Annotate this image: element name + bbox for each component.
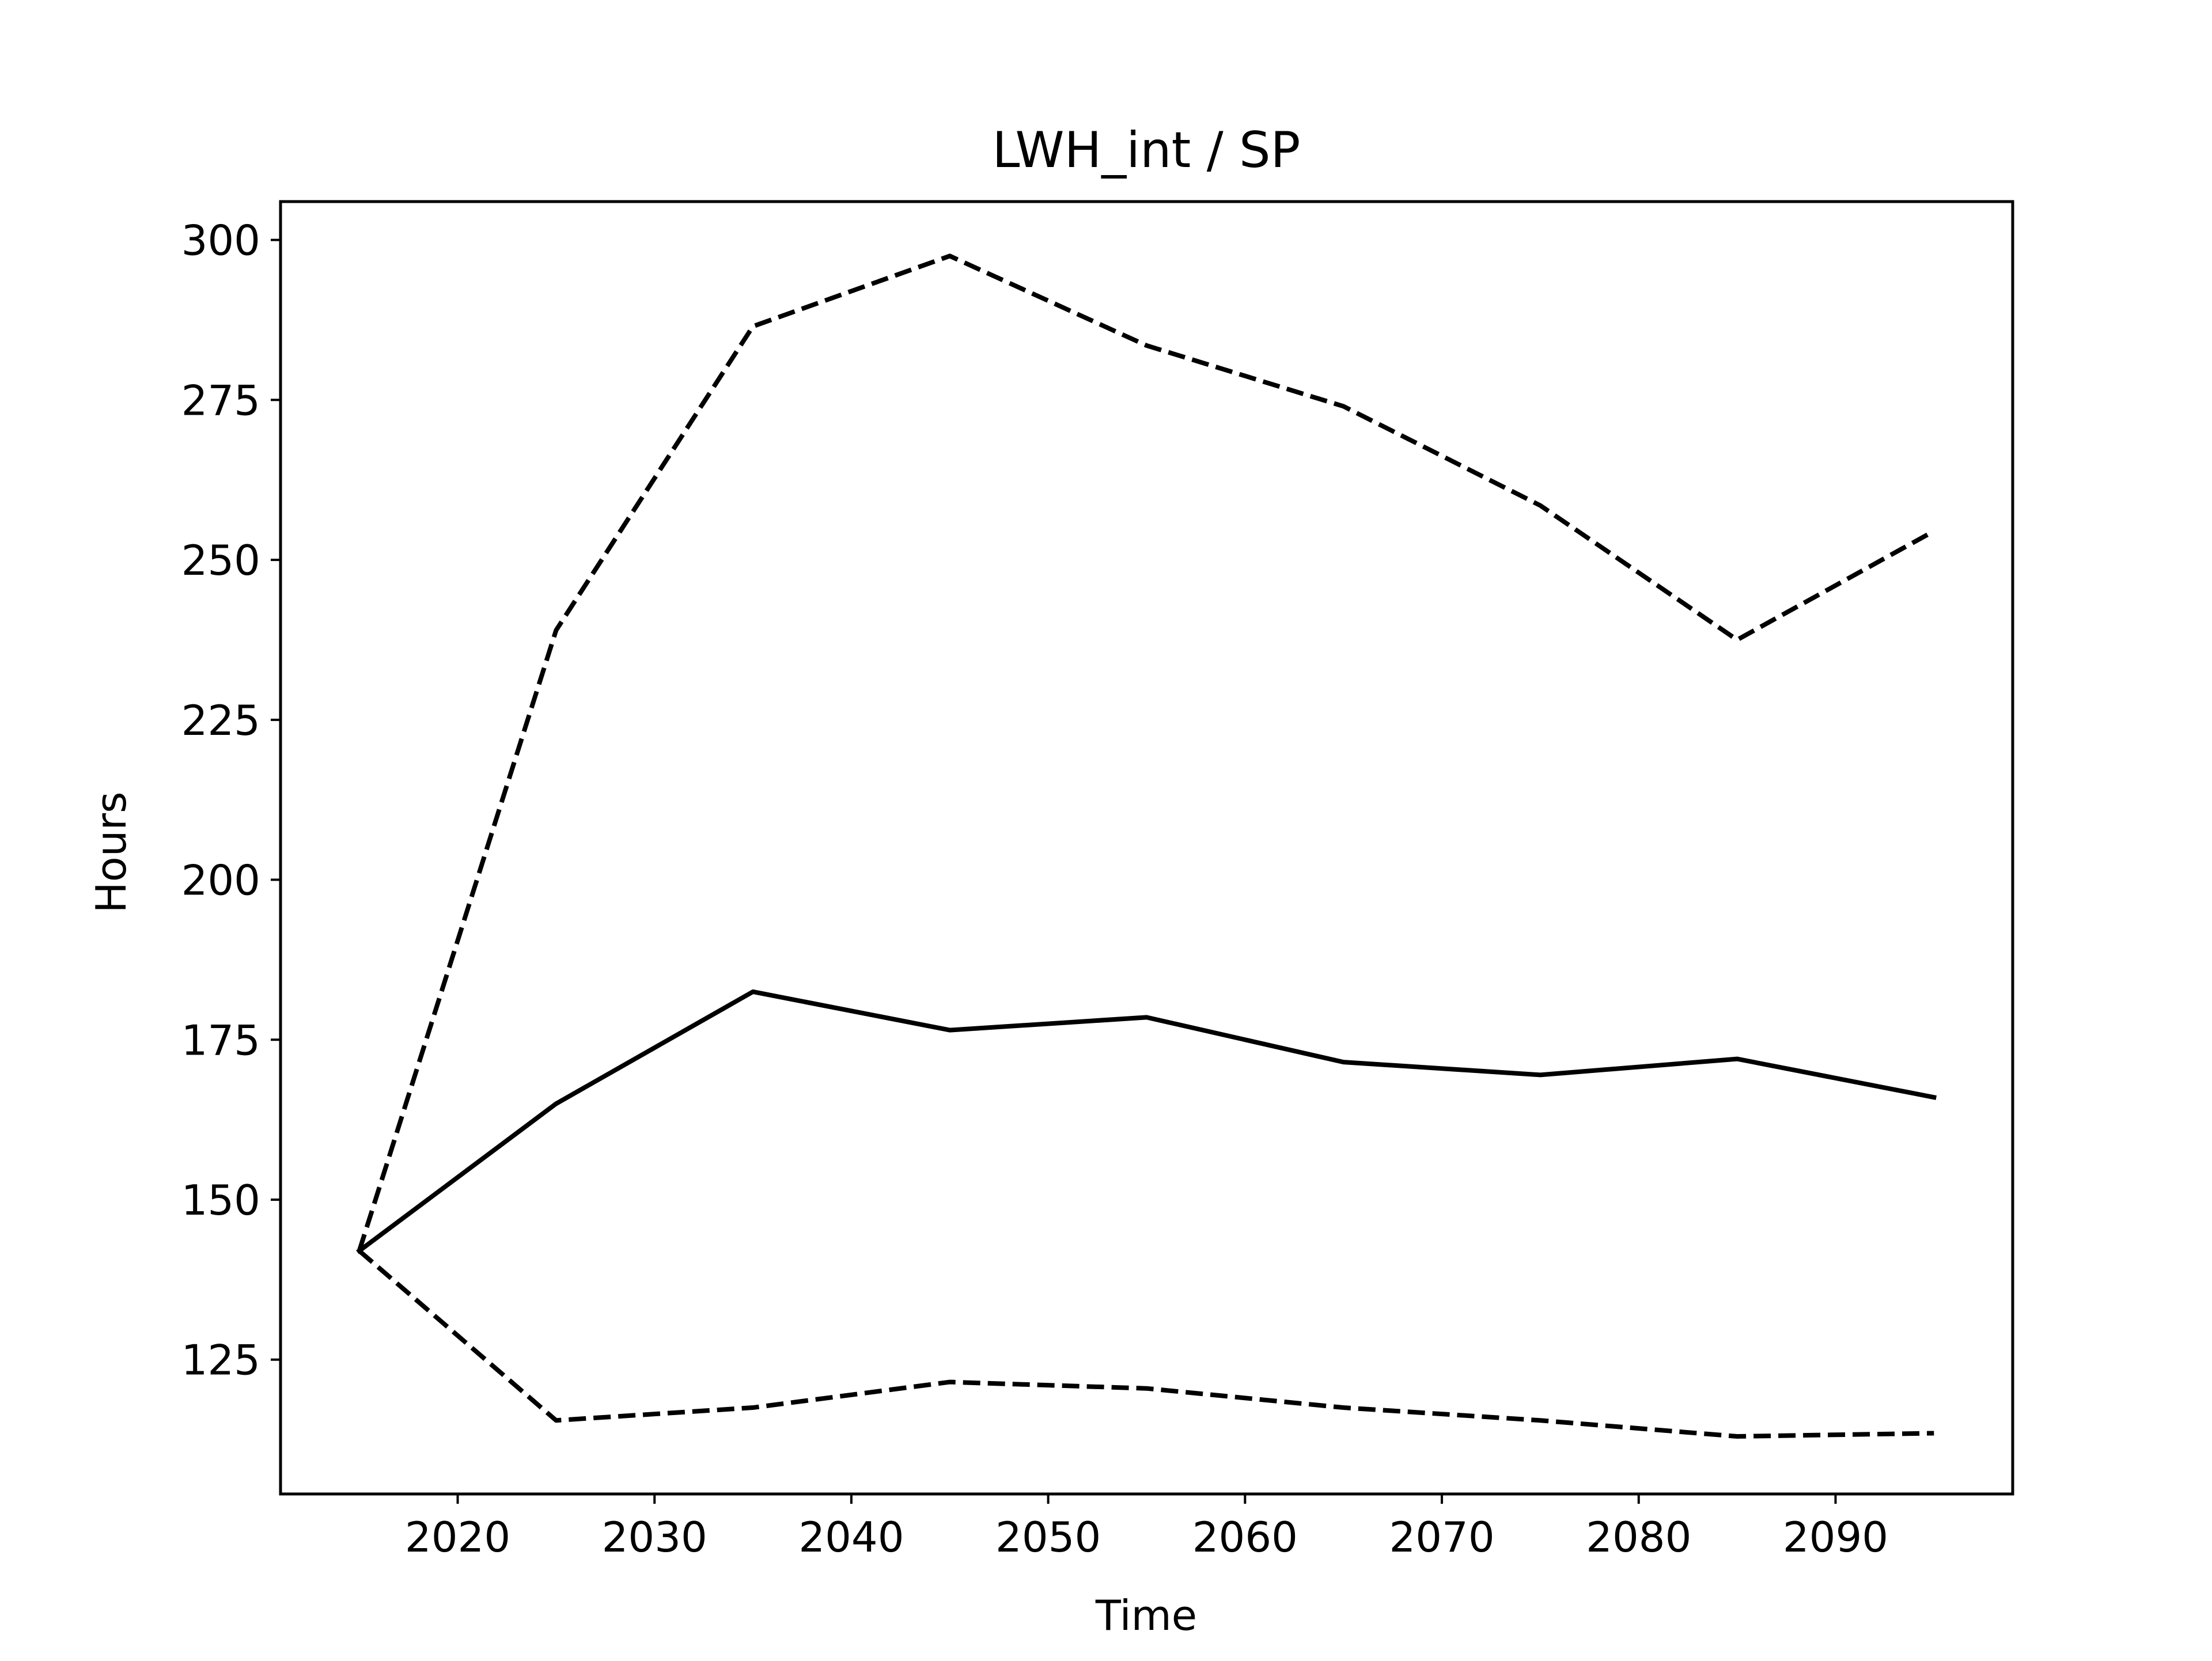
series-line-1 [357, 253, 1936, 1252]
y-tick-label: 200 [181, 856, 260, 905]
series-line-2 [358, 1249, 1934, 1439]
x-tick-label: 2060 [1192, 1513, 1298, 1561]
x-tick-label: 2030 [602, 1513, 707, 1561]
y-tick-label: 175 [181, 1016, 260, 1064]
x-tick-label: 2080 [1586, 1513, 1691, 1561]
y-tick-label: 225 [181, 696, 260, 745]
y-ticks: 125 150 175 200 225 250 275 300 [181, 217, 281, 1385]
x-tick-label: 2050 [995, 1513, 1101, 1561]
x-tick-label: 2040 [798, 1513, 904, 1561]
x-tick-label: 2020 [405, 1513, 510, 1561]
y-axis-label: Hours [87, 792, 135, 913]
y-tick-label: 300 [181, 217, 260, 265]
x-tick-label: 2070 [1389, 1513, 1494, 1561]
x-ticks: 2020 2030 2040 2050 2060 2070 2080 2090 [405, 1494, 1888, 1561]
plot-frame [279, 200, 2014, 1496]
y-tick-label: 125 [181, 1336, 260, 1385]
x-axis-label: Time [1095, 1591, 1197, 1640]
y-tick-label: 275 [181, 376, 260, 424]
x-tick-label: 2090 [1783, 1513, 1888, 1561]
chart-title: LWH_int / SP [993, 122, 1301, 179]
series-line-0 [356, 989, 1937, 1254]
series-layer [356, 253, 1937, 1439]
y-tick-label: 250 [181, 536, 260, 585]
y-tick-label: 150 [181, 1176, 260, 1224]
